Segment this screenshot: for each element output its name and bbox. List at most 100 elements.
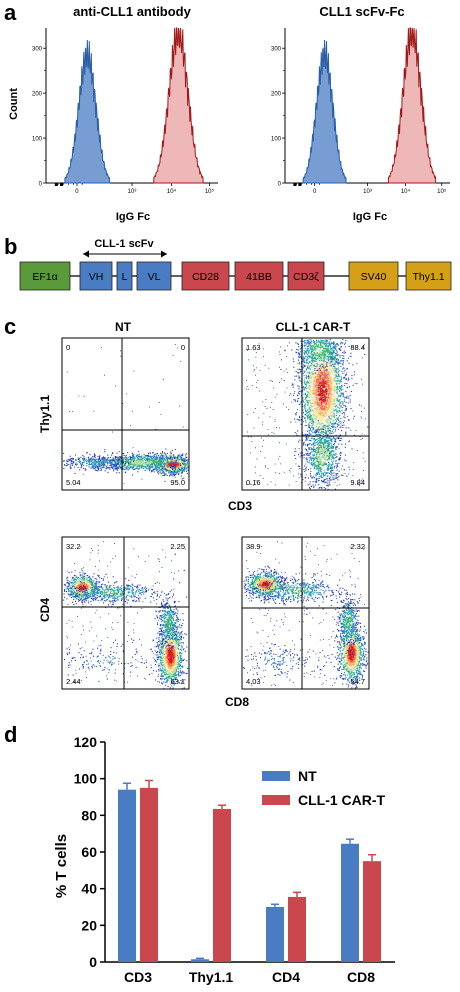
histogram-blue-curve: [64, 39, 111, 184]
quadrant-value: 88.4: [350, 343, 365, 352]
quadrant-value: 63.1: [170, 677, 185, 686]
quadrant-value: 2.25: [170, 542, 185, 551]
flow-events: [243, 541, 369, 689]
quadrant-value: 32.2: [66, 542, 81, 551]
panel-label-b: b: [4, 234, 17, 259]
x-tick-label: 0: [313, 189, 317, 195]
y-tick-label: 100: [32, 137, 43, 143]
bar: [341, 838, 359, 962]
bar: [191, 957, 209, 962]
construct-element-label: CD28: [192, 271, 219, 283]
flow-thy-ylabel: Thy1.1: [38, 395, 52, 433]
construct-element: 41BB: [234, 261, 284, 291]
construct-element: CD3ζ: [287, 261, 325, 291]
histogram-left-title: anti-CLL1 antibody: [73, 4, 191, 19]
histogram-right-title: CLL1 scFv-Fc: [319, 4, 404, 19]
bar: [363, 854, 381, 962]
histogram-right-plot: 0 100 200 300 0 10³ 10⁴ 10⁵: [271, 27, 450, 195]
x-tick-label: 10⁴: [401, 188, 411, 195]
scfv-label: CLL-1 scFv: [94, 238, 154, 250]
construct-element: EF1α: [19, 261, 71, 291]
quadrant-value: 0: [66, 343, 70, 352]
construct-element: CD28: [181, 261, 230, 291]
bar-ylabel: % T cells: [53, 834, 70, 898]
construct-element: VL: [136, 261, 172, 291]
construct-element: L: [116, 261, 133, 291]
histogram-left: anti-CLL1 antibody Count IgG Fc 0 100 200 3…: [8, 4, 218, 223]
construct-element-label: Thy1.1: [412, 271, 444, 283]
bar-legend: NT CLL-1 CAR-T: [262, 768, 386, 808]
construct-element-label: SV40: [361, 271, 387, 283]
bar: [288, 891, 306, 962]
bar-y-tick-label: 40: [81, 881, 97, 897]
flow-nt-thy-cd3: 0 0 5.04 95.0: [61, 337, 190, 491]
quadrant-value: 9.84: [350, 478, 365, 487]
bar-category-label: CD4: [272, 969, 300, 985]
construct-element: Thy1.1: [405, 261, 452, 291]
construct-diagram: CLL-1 scFv EF1α VH L VL CD28 41BB CD3ζ SV40 Thy1…: [19, 238, 452, 291]
x-tick-label: 0: [75, 189, 79, 195]
quadrant-value: 38.9: [246, 542, 261, 551]
panel-label-d: d: [4, 722, 17, 747]
construct-element-label: EF1α: [32, 271, 57, 283]
bar-chart: 0 20 40 60 80 100 120 CD3 Thy1.1 CD4 CD8 NT CLL-1 CA…: [74, 734, 395, 985]
y-tick-label: 200: [271, 92, 282, 98]
quadrant-value: 2.32: [350, 542, 365, 551]
flow-car-title: CLL-1 CAR-T: [276, 320, 351, 334]
legend-label: CLL-1 CAR-T: [298, 792, 386, 808]
y-tick-label: 0: [278, 182, 282, 188]
construct-element-label: L: [122, 271, 128, 283]
construct-element-label: VH: [89, 271, 104, 283]
bar-y-tick-label: 60: [81, 844, 97, 860]
flow-car-thy-cd3: 1.63 88.4 0.16 9.84: [241, 337, 370, 491]
histogram-red-curve: [387, 27, 437, 184]
bar-category-label: CD3: [124, 969, 152, 985]
bar-category-label: Thy1.1: [189, 969, 234, 985]
y-tick-label: 0: [39, 182, 43, 188]
quadrant-value: 5.04: [66, 478, 81, 487]
construct-element: SV40: [348, 261, 399, 291]
x-tick-label: 10⁴: [167, 188, 177, 195]
y-tick-label: 300: [32, 47, 43, 53]
flow-nt-cd4-cd8: 32.2 2.25 2.44 63.1: [61, 536, 190, 690]
quadrant-value: 2.44: [66, 677, 81, 686]
histogram-left-xlabel: IgG Fc: [116, 211, 150, 223]
bar: [213, 804, 231, 962]
histogram-left-ylabel: Count: [8, 88, 20, 120]
quadrant-value: 4.03: [246, 677, 261, 686]
construct-element-label: 41BB: [246, 271, 272, 283]
bar: [140, 779, 158, 962]
quadrant-value: 95.0: [170, 478, 185, 487]
flow-events: [63, 344, 190, 485]
panel-label-c: c: [4, 314, 16, 339]
quadrant-value: 0.16: [246, 478, 261, 487]
bar-y-tick-label: 80: [81, 807, 97, 823]
bar: [118, 782, 136, 962]
y-tick-label: 300: [271, 47, 282, 53]
bar-y-tick-label: 20: [81, 917, 97, 933]
flow-events: [63, 541, 189, 689]
flow-cd8-xlabel: CD8: [225, 695, 249, 709]
construct-element-label: CD3ζ: [293, 271, 319, 283]
flow-cd3-xlabel: CD3: [228, 499, 252, 513]
x-tick-label: 10⁵: [437, 188, 447, 195]
legend-swatch: [262, 795, 290, 805]
bar-y-tick-label: 100: [74, 771, 98, 787]
quadrant-value: 0: [181, 343, 185, 352]
construct-element: VH: [79, 261, 113, 291]
bar-y-tick-label: 120: [74, 734, 98, 750]
y-tick-label: 100: [271, 137, 282, 143]
scfv-arrow: [83, 250, 167, 258]
flow-cd4-ylabel: CD4: [38, 598, 52, 622]
legend-swatch: [262, 771, 290, 781]
legend-label: NT: [298, 768, 317, 784]
bar-y-tick-label: 0: [89, 954, 97, 970]
histogram-left-plot: 0 100 200 300 0 10³ 10⁴ 10⁵: [32, 27, 218, 195]
y-tick-label: 200: [32, 92, 43, 98]
bar: [266, 903, 284, 962]
flow-nt-title: NT: [115, 320, 132, 334]
x-tick-label: 10⁵: [205, 188, 215, 195]
histogram-right-xlabel: IgG Fc: [353, 211, 387, 223]
histogram-red-curve: [153, 27, 204, 184]
